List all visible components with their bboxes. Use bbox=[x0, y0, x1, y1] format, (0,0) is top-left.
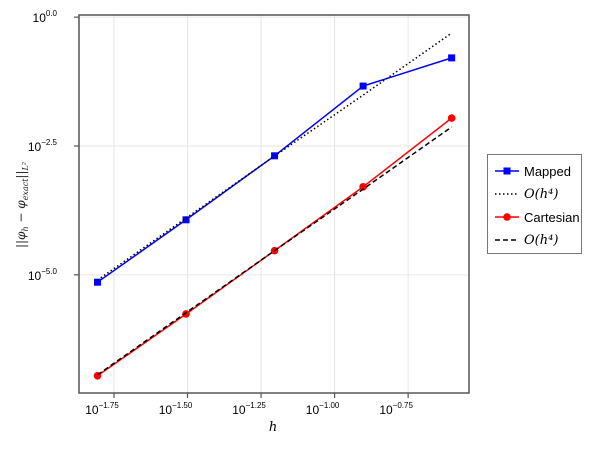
legend-swatch bbox=[495, 213, 519, 221]
x-axis-label: h bbox=[268, 420, 278, 435]
data-point-mapped bbox=[182, 216, 190, 224]
legend: Mapped O(h⁴) Cartesian O(h⁴) bbox=[487, 154, 582, 254]
data-point-cartesian bbox=[182, 310, 190, 318]
data-point-cartesian bbox=[359, 183, 367, 191]
legend-label: O(h⁴) bbox=[524, 186, 559, 202]
x-tick-label: 10−1.75 bbox=[85, 401, 119, 417]
y-axis-label: ||φh − φexact||L² bbox=[13, 161, 31, 249]
x-tick-label: 10−1.00 bbox=[306, 401, 340, 417]
y-tick-label: 10−2.5 bbox=[28, 138, 58, 154]
y-tick-label: 100.0 bbox=[33, 9, 58, 25]
x-tick-label: 10−1.50 bbox=[159, 401, 193, 417]
data-point-cartesian bbox=[447, 114, 456, 122]
legend-swatch bbox=[495, 167, 519, 175]
legend-label: Cartesian bbox=[524, 209, 580, 225]
legend-entry: Mapped bbox=[494, 161, 571, 181]
series-line-3 bbox=[97, 126, 453, 376]
plot-frame bbox=[78, 14, 470, 394]
legend-entry: O(h⁴) bbox=[494, 230, 558, 250]
series-line-1 bbox=[97, 32, 453, 281]
legend-swatch bbox=[495, 193, 519, 195]
y-tick-label: 10−5.0 bbox=[28, 267, 58, 283]
x-tick-label: 10−0.75 bbox=[379, 401, 413, 417]
x-tick-label: 10−1.25 bbox=[232, 401, 266, 417]
legend-entry: Cartesian bbox=[494, 207, 580, 227]
data-point-mapped bbox=[448, 54, 456, 62]
data-point-mapped bbox=[93, 278, 101, 286]
legend-entry: O(h⁴) bbox=[494, 184, 558, 204]
data-point-mapped bbox=[359, 82, 367, 90]
legend-swatch bbox=[495, 239, 519, 241]
legend-label: Mapped bbox=[524, 163, 571, 179]
legend-label: O(h⁴) bbox=[524, 232, 559, 248]
